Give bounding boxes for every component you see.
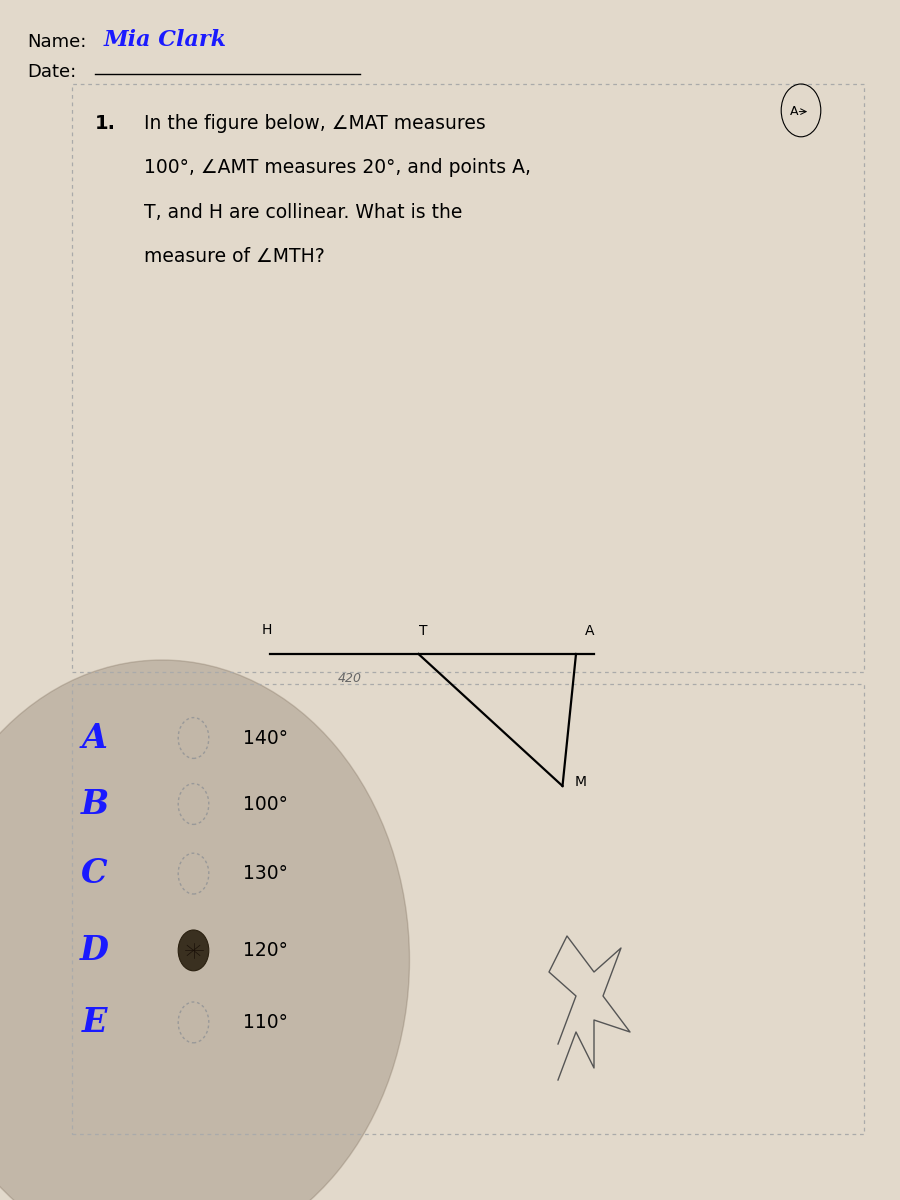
Text: 110°: 110° [243, 1013, 288, 1032]
Text: H: H [262, 623, 273, 637]
Text: A: A [585, 624, 594, 638]
Text: A: A [82, 721, 107, 755]
Text: M: M [575, 775, 587, 790]
Text: 1.: 1. [94, 114, 115, 133]
Text: T, and H are collinear. What is the: T, and H are collinear. What is the [144, 203, 463, 222]
Text: 120°: 120° [243, 941, 288, 960]
Text: 130°: 130° [243, 864, 288, 883]
Circle shape [178, 930, 209, 971]
Text: 100°, ∠AMT measures 20°, and points A,: 100°, ∠AMT measures 20°, and points A, [144, 158, 531, 178]
Text: In the figure below, ∠MAT measures: In the figure below, ∠MAT measures [144, 114, 486, 133]
Text: A: A [789, 106, 798, 118]
Text: measure of ∠MTH?: measure of ∠MTH? [144, 247, 325, 266]
Text: T: T [418, 624, 427, 638]
Text: E: E [82, 1006, 107, 1039]
Text: Date:: Date: [27, 62, 76, 80]
Text: Name:: Name: [27, 32, 86, 50]
Text: B: B [80, 787, 109, 821]
Text: 420: 420 [338, 672, 362, 684]
Text: Mia Clark: Mia Clark [104, 29, 227, 50]
Text: 100°: 100° [243, 794, 288, 814]
Text: 140°: 140° [243, 728, 288, 748]
Ellipse shape [0, 660, 410, 1200]
Text: C: C [81, 857, 108, 890]
Text: D: D [80, 934, 109, 967]
